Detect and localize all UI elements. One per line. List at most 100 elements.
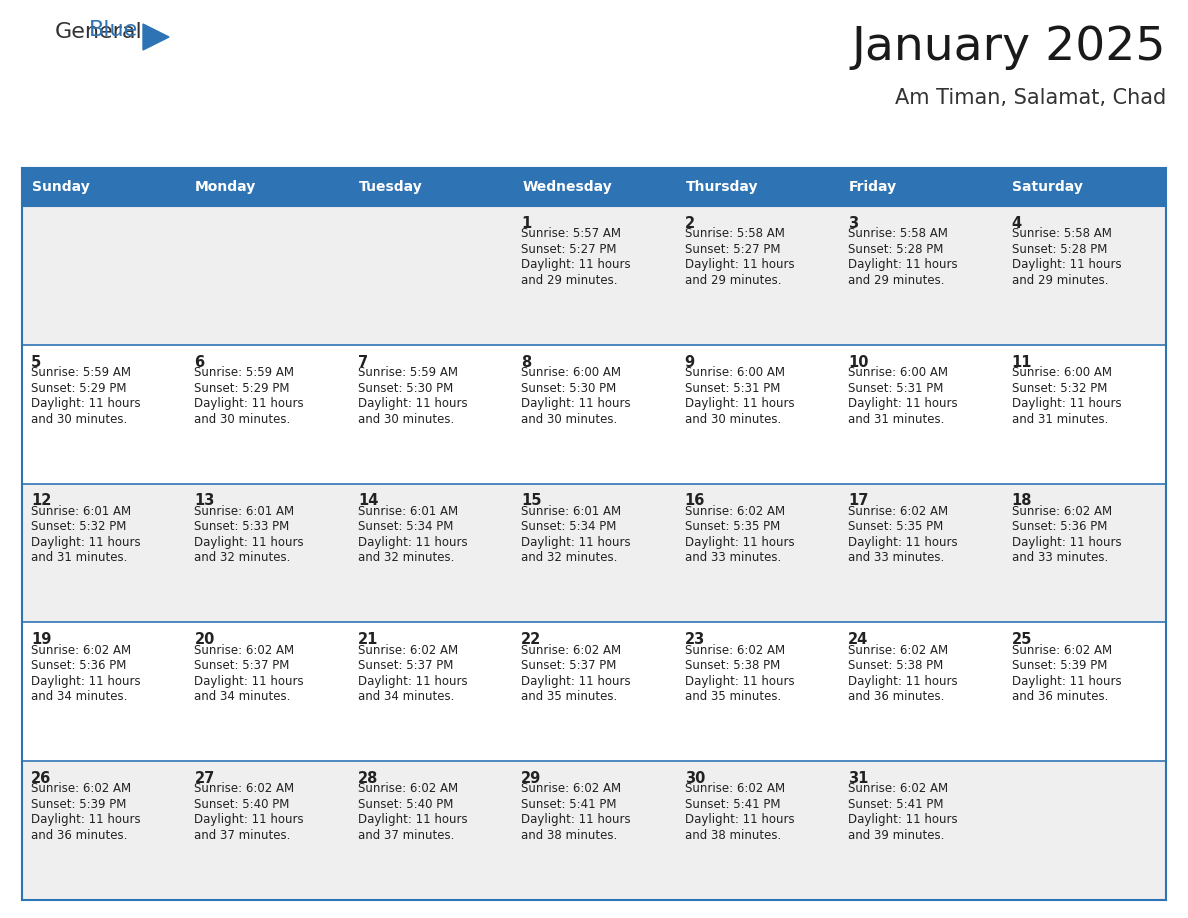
Text: 23: 23 (684, 633, 704, 647)
Text: Sunrise: 6:02 AM: Sunrise: 6:02 AM (358, 782, 457, 796)
Text: Sunrise: 6:02 AM: Sunrise: 6:02 AM (31, 782, 131, 796)
Text: Sunset: 5:34 PM: Sunset: 5:34 PM (522, 521, 617, 533)
Text: Sunset: 5:39 PM: Sunset: 5:39 PM (31, 798, 126, 811)
Text: Sunset: 5:34 PM: Sunset: 5:34 PM (358, 521, 453, 533)
Bar (23, 622, 1165, 761)
Text: 2: 2 (684, 216, 695, 230)
Text: Daylight: 11 hours: Daylight: 11 hours (848, 258, 958, 271)
Text: Sunset: 5:37 PM: Sunset: 5:37 PM (195, 659, 290, 672)
Text: 15: 15 (522, 493, 542, 509)
Text: Sunset: 5:29 PM: Sunset: 5:29 PM (195, 382, 290, 395)
Text: Sunrise: 6:00 AM: Sunrise: 6:00 AM (522, 366, 621, 379)
Text: Sunrise: 6:01 AM: Sunrise: 6:01 AM (195, 505, 295, 518)
Text: 22: 22 (522, 633, 542, 647)
Text: 18: 18 (1011, 493, 1032, 509)
Text: 24: 24 (848, 633, 868, 647)
Text: Sunset: 5:33 PM: Sunset: 5:33 PM (195, 521, 290, 533)
Text: Daylight: 11 hours: Daylight: 11 hours (848, 536, 958, 549)
Text: Sunrise: 5:58 AM: Sunrise: 5:58 AM (848, 228, 948, 241)
Bar (23, 168, 185, 206)
Text: and 29 minutes.: and 29 minutes. (684, 274, 782, 286)
Text: 13: 13 (195, 493, 215, 509)
Text: and 33 minutes.: and 33 minutes. (1011, 552, 1107, 565)
Text: Daylight: 11 hours: Daylight: 11 hours (848, 397, 958, 410)
Text: Sunrise: 6:02 AM: Sunrise: 6:02 AM (684, 782, 785, 796)
Text: and 31 minutes.: and 31 minutes. (1011, 412, 1108, 426)
Text: Sunset: 5:28 PM: Sunset: 5:28 PM (1011, 242, 1107, 256)
Text: 21: 21 (358, 633, 378, 647)
Text: Sunday: Sunday (32, 180, 89, 194)
Text: Sunset: 5:27 PM: Sunset: 5:27 PM (522, 242, 617, 256)
Text: and 30 minutes.: and 30 minutes. (684, 412, 781, 426)
Text: Daylight: 11 hours: Daylight: 11 hours (848, 813, 958, 826)
Bar (23, 345, 1165, 484)
Text: and 32 minutes.: and 32 minutes. (358, 552, 454, 565)
Text: Sunrise: 6:02 AM: Sunrise: 6:02 AM (848, 505, 948, 518)
Text: 17: 17 (848, 493, 868, 509)
Text: 3: 3 (848, 216, 858, 230)
Text: Sunrise: 6:02 AM: Sunrise: 6:02 AM (1011, 644, 1112, 656)
Text: and 33 minutes.: and 33 minutes. (848, 552, 944, 565)
Text: and 30 minutes.: and 30 minutes. (358, 412, 454, 426)
Text: 30: 30 (684, 771, 704, 786)
Text: Sunset: 5:40 PM: Sunset: 5:40 PM (195, 798, 290, 811)
Text: Sunset: 5:31 PM: Sunset: 5:31 PM (848, 382, 943, 395)
Text: Tuesday: Tuesday (359, 180, 423, 194)
Text: 28: 28 (358, 771, 378, 786)
Text: 26: 26 (31, 771, 51, 786)
Text: Daylight: 11 hours: Daylight: 11 hours (1011, 397, 1121, 410)
Bar (1003, 168, 1165, 206)
Text: Sunrise: 5:59 AM: Sunrise: 5:59 AM (31, 366, 131, 379)
Text: Sunset: 5:35 PM: Sunset: 5:35 PM (848, 521, 943, 533)
Text: January 2025: January 2025 (852, 25, 1165, 70)
Text: Sunset: 5:35 PM: Sunset: 5:35 PM (684, 521, 781, 533)
Text: and 38 minutes.: and 38 minutes. (522, 829, 618, 842)
Bar (839, 168, 1003, 206)
Polygon shape (143, 24, 169, 50)
Text: Thursday: Thursday (685, 180, 758, 194)
Text: Daylight: 11 hours: Daylight: 11 hours (522, 536, 631, 549)
Text: and 30 minutes.: and 30 minutes. (31, 412, 127, 426)
Text: Daylight: 11 hours: Daylight: 11 hours (848, 675, 958, 688)
Text: Daylight: 11 hours: Daylight: 11 hours (1011, 536, 1121, 549)
Text: 4: 4 (1011, 216, 1022, 230)
Text: Sunset: 5:41 PM: Sunset: 5:41 PM (848, 798, 943, 811)
Text: and 31 minutes.: and 31 minutes. (848, 412, 944, 426)
Text: Sunrise: 6:00 AM: Sunrise: 6:00 AM (684, 366, 785, 379)
Text: Sunset: 5:30 PM: Sunset: 5:30 PM (522, 382, 617, 395)
Text: Sunset: 5:27 PM: Sunset: 5:27 PM (684, 242, 781, 256)
Text: and 36 minutes.: and 36 minutes. (1011, 690, 1108, 703)
Text: Sunset: 5:38 PM: Sunset: 5:38 PM (848, 659, 943, 672)
Text: and 39 minutes.: and 39 minutes. (848, 829, 944, 842)
Text: and 32 minutes.: and 32 minutes. (195, 552, 291, 565)
Bar (23, 206, 1165, 345)
Text: 29: 29 (522, 771, 542, 786)
Text: and 29 minutes.: and 29 minutes. (1011, 274, 1108, 286)
Bar (185, 168, 349, 206)
Text: and 33 minutes.: and 33 minutes. (684, 552, 781, 565)
Text: 5: 5 (31, 354, 42, 370)
Text: Blue: Blue (89, 20, 138, 40)
Text: Sunset: 5:32 PM: Sunset: 5:32 PM (31, 521, 126, 533)
Text: Daylight: 11 hours: Daylight: 11 hours (195, 675, 304, 688)
Text: Sunset: 5:38 PM: Sunset: 5:38 PM (684, 659, 781, 672)
Text: Sunset: 5:37 PM: Sunset: 5:37 PM (522, 659, 617, 672)
Text: Sunrise: 6:02 AM: Sunrise: 6:02 AM (684, 644, 785, 656)
Text: Sunset: 5:36 PM: Sunset: 5:36 PM (1011, 521, 1107, 533)
Text: Daylight: 11 hours: Daylight: 11 hours (31, 675, 140, 688)
Text: 10: 10 (848, 354, 868, 370)
Text: Daylight: 11 hours: Daylight: 11 hours (684, 258, 795, 271)
Text: and 35 minutes.: and 35 minutes. (684, 690, 781, 703)
Text: and 32 minutes.: and 32 minutes. (522, 552, 618, 565)
Text: Sunrise: 6:02 AM: Sunrise: 6:02 AM (848, 782, 948, 796)
Text: Daylight: 11 hours: Daylight: 11 hours (522, 258, 631, 271)
Text: Sunrise: 6:00 AM: Sunrise: 6:00 AM (848, 366, 948, 379)
Text: and 34 minutes.: and 34 minutes. (31, 690, 127, 703)
Text: 25: 25 (1011, 633, 1032, 647)
Text: Monday: Monday (195, 180, 257, 194)
Text: 7: 7 (358, 354, 368, 370)
Text: Sunrise: 5:57 AM: Sunrise: 5:57 AM (522, 228, 621, 241)
Text: Daylight: 11 hours: Daylight: 11 hours (31, 813, 140, 826)
Text: Sunrise: 6:02 AM: Sunrise: 6:02 AM (522, 644, 621, 656)
Text: Sunrise: 5:59 AM: Sunrise: 5:59 AM (195, 366, 295, 379)
